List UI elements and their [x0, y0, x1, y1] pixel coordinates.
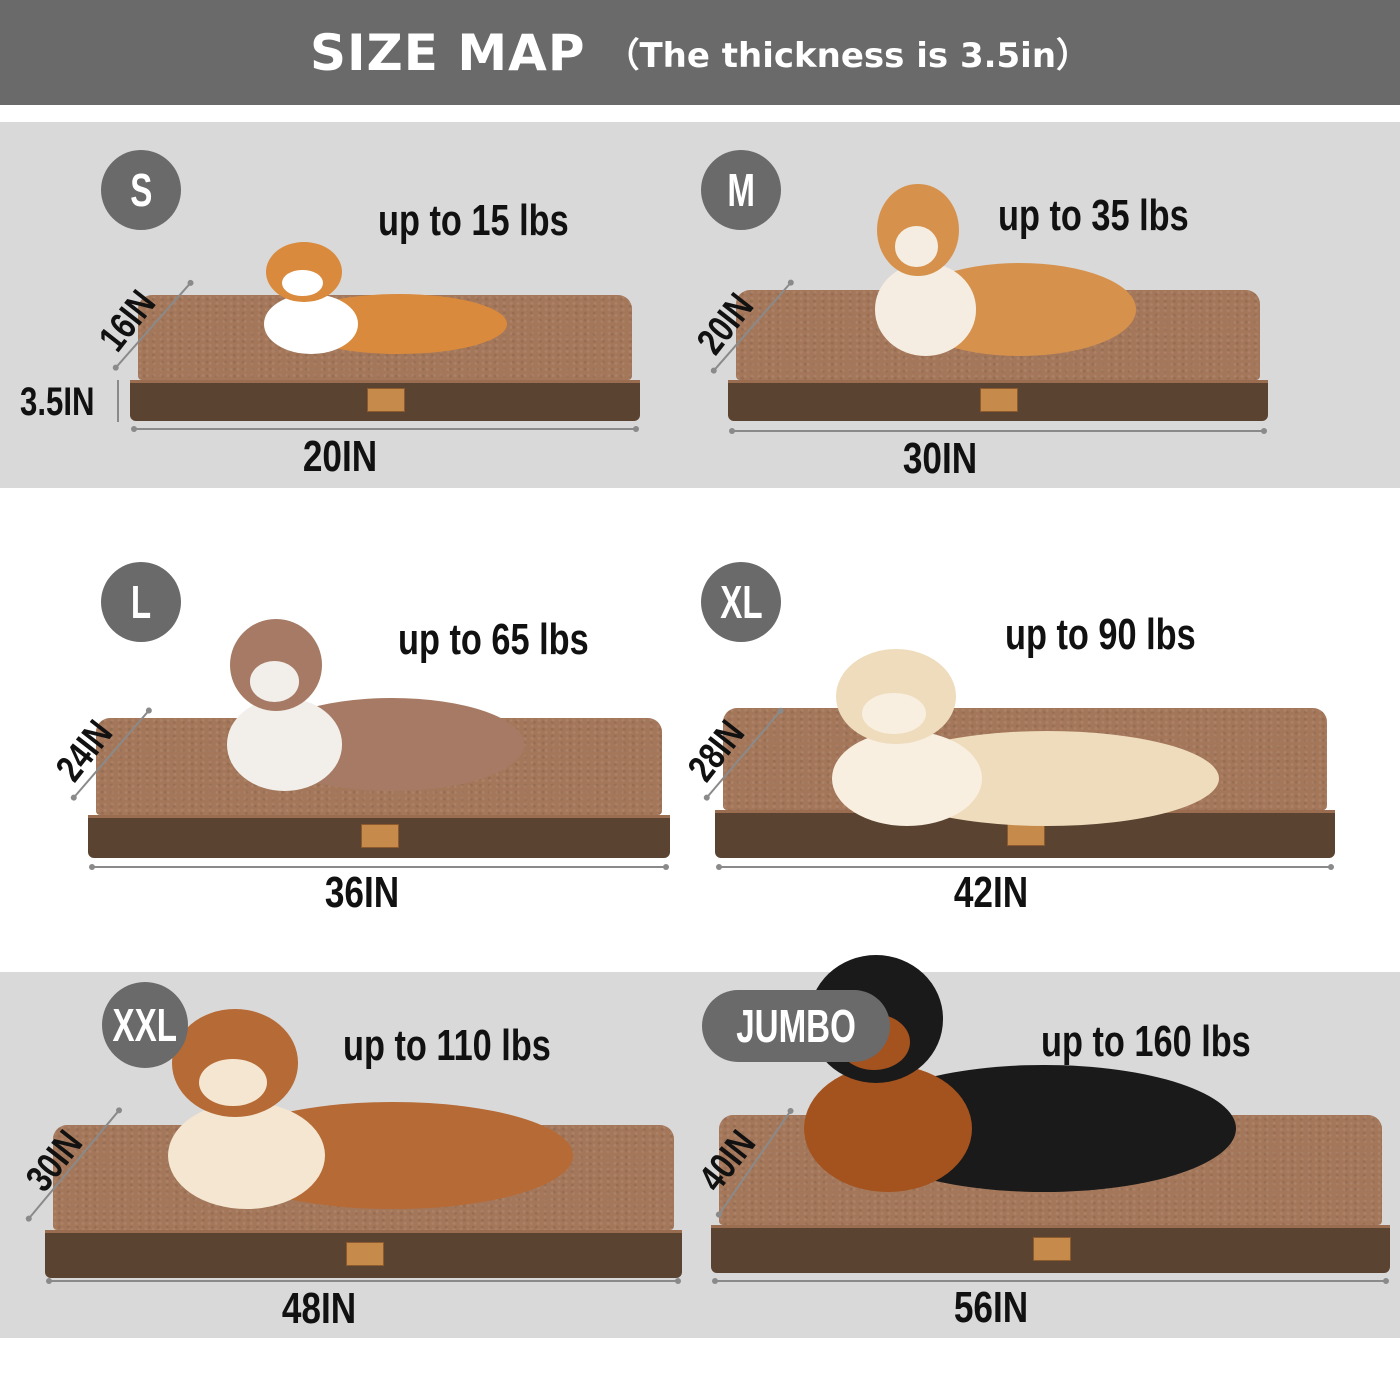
- dog-muzzle: [894, 226, 939, 267]
- size-badge-xl: XL: [701, 562, 781, 642]
- size-label: JUMBO: [736, 1000, 856, 1052]
- length-label-jumbo: 56IN: [953, 1283, 1029, 1332]
- weight-capacity-jumbo: up to 160 lbs: [1041, 1017, 1251, 1066]
- dog-chest: [831, 730, 982, 826]
- size-badge-m: M: [701, 150, 781, 230]
- weight-capacity-l: up to 65 lbs: [398, 615, 589, 664]
- bed-label-tag: [345, 1241, 384, 1266]
- dog-image-jumbo: [780, 950, 1260, 1205]
- size-label: XXL: [112, 999, 178, 1051]
- weight-capacity-m: up to 35 lbs: [998, 191, 1189, 240]
- page-subtitle: （The thickness is 3.5in）: [605, 36, 1091, 76]
- weight-capacity-s: up to 15 lbs: [378, 196, 569, 245]
- size-label: S: [129, 164, 153, 216]
- dog-muzzle: [861, 692, 927, 735]
- dog-image-xxl: [145, 1005, 595, 1220]
- length-dimension-line: [716, 864, 1334, 870]
- length-label-xl: 42IN: [953, 868, 1029, 917]
- length-label-xxl: 48IN: [281, 1284, 357, 1333]
- bed-label-tag: [361, 824, 399, 848]
- dog-image-xl: [810, 645, 1240, 835]
- size-badge-s: S: [101, 150, 181, 230]
- page-title: SIZE MAP: [309, 23, 586, 82]
- dog-muzzle: [282, 270, 323, 297]
- length-dimension-line: [46, 1278, 681, 1284]
- header-banner: SIZE MAP （The thickness is 3.5in）: [0, 0, 1400, 105]
- length-label-m: 30IN: [902, 434, 978, 483]
- dog-image-s: [250, 240, 520, 360]
- bed-label-tag: [1032, 1236, 1071, 1261]
- dog-chest: [804, 1064, 972, 1193]
- size-label: L: [130, 576, 152, 628]
- height-label-s: 3.5IN: [20, 380, 95, 424]
- bed-label-tag: [1007, 821, 1045, 846]
- length-dimension-line: [729, 428, 1267, 434]
- size-label: XL: [719, 576, 763, 628]
- length-dimension-line: [712, 1278, 1389, 1284]
- dog-chest: [167, 1101, 325, 1210]
- dog-muzzle: [199, 1058, 267, 1107]
- length-dimension-line: [131, 426, 639, 432]
- length-dimension-line: [89, 864, 669, 870]
- dog-chest: [874, 263, 976, 356]
- size-badge-jumbo: JUMBO: [702, 990, 890, 1062]
- bed-side-m: [728, 380, 1268, 421]
- size-badge-l: L: [101, 562, 181, 642]
- bed-label-tag: [980, 388, 1018, 412]
- dog-image-m: [860, 180, 1150, 365]
- length-label-s: 20IN: [302, 432, 378, 481]
- size-label: M: [727, 164, 755, 216]
- size-badge-xxl: XXL: [102, 982, 188, 1068]
- length-label-l: 36IN: [324, 868, 400, 917]
- dog-chest: [226, 698, 342, 791]
- bed-label-tag: [367, 388, 405, 412]
- weight-capacity-xl: up to 90 lbs: [1005, 610, 1196, 659]
- dog-chest: [263, 294, 358, 354]
- dog-image-l: [210, 615, 540, 800]
- weight-capacity-xxl: up to 110 lbs: [343, 1021, 551, 1070]
- height-dimension-line: [117, 380, 119, 422]
- dog-muzzle: [249, 661, 300, 702]
- bed-side-l: [88, 815, 670, 858]
